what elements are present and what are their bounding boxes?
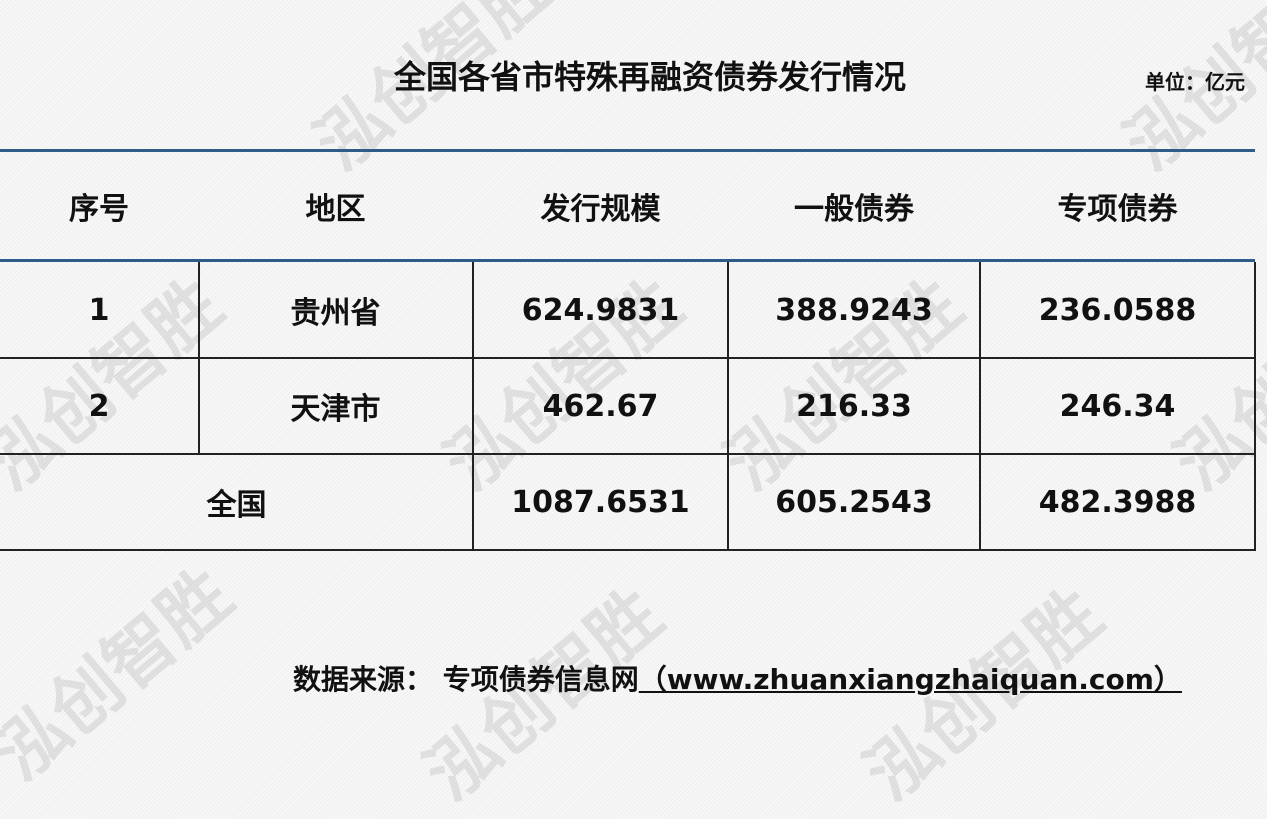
grid-line: [0, 357, 1256, 359]
header-issue-size: 发行规模: [540, 191, 661, 227]
table-cell: 天津市: [290, 392, 381, 427]
grid-line: [1254, 262, 1256, 551]
table-cell: 624.9831: [521, 292, 680, 328]
table-cell: 388.9243: [775, 292, 933, 328]
total-label: 全国: [206, 488, 267, 523]
header-special-bonds: 专项债券: [1057, 191, 1178, 227]
data-source: 数据来源： 专项债券信息网（www.zhuanxiangzhaiquan.com…: [293, 658, 1182, 698]
source-label: 数据来源：: [293, 663, 434, 696]
grid-line: [979, 262, 981, 551]
watermark: 泓创智胜: [0, 553, 248, 797]
grid-line: [0, 453, 1256, 455]
table-cell: 1: [88, 292, 110, 328]
grid-line: [472, 262, 474, 551]
header-index: 序号: [69, 191, 129, 227]
header-rule: [0, 259, 1255, 262]
data-table: 1 贵州省 624.9831 388.9243 236.0588 2 天津市 4…: [0, 262, 1256, 551]
table-cell: 236.0588: [1038, 292, 1197, 328]
header-region: 地区: [305, 191, 366, 227]
total-general-bonds: 605.2543: [775, 484, 933, 520]
table-cell: 216.33: [796, 388, 912, 424]
header-general-bonds: 一般债券: [794, 191, 914, 227]
source-url-link[interactable]: （www.zhuanxiangzhaiquan.com）: [638, 663, 1182, 696]
total-issue-size: 1087.6531: [511, 484, 690, 520]
source-name: 专项债券信息网: [442, 663, 639, 696]
total-special-bonds: 482.3988: [1038, 484, 1197, 520]
table-cell: 贵州省: [290, 296, 381, 331]
table-cell: 462.67: [542, 388, 659, 424]
unit-label: 单位：亿元: [1145, 70, 1245, 94]
grid-line: [0, 549, 1256, 551]
table-cell: 2: [88, 388, 110, 424]
top-rule: [0, 149, 1255, 152]
grid-line: [727, 262, 729, 551]
page-title: 全国各省市特殊再融资债券发行情况: [393, 58, 906, 96]
table-cell: 246.34: [1059, 388, 1176, 424]
